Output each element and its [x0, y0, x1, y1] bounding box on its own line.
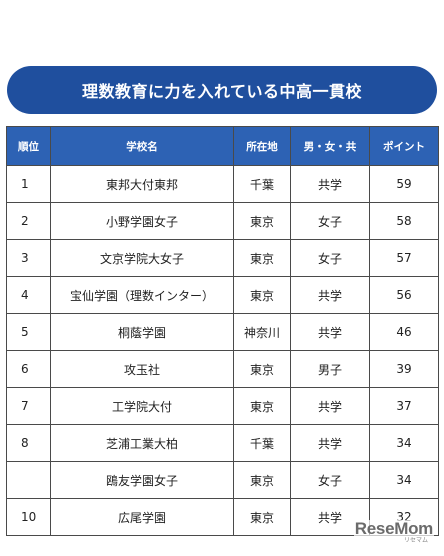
header-points: ポイント: [369, 126, 439, 166]
resemom-logo-subtitle: リセマム: [403, 537, 428, 544]
points-cell: 46: [369, 313, 439, 351]
rank-cell: [6, 461, 51, 499]
rank-cell: 4: [6, 276, 51, 314]
header-rank: 順位: [6, 126, 51, 166]
gender-cell: 共学: [290, 276, 370, 314]
rank-cell: 2: [6, 202, 51, 240]
table-header-row: 順位 学校名 所在地 男・女・共 ポイント: [6, 126, 439, 166]
location-cell: 東京: [233, 239, 291, 277]
location-cell: 東京: [233, 461, 291, 499]
school-cell: 小野学園女子: [50, 202, 234, 240]
school-cell: 文京学院大女子: [50, 239, 234, 277]
location-cell: 東京: [233, 202, 291, 240]
school-cell: 芝浦工業大柏: [50, 424, 234, 462]
location-cell: 東京: [233, 276, 291, 314]
points-cell: 34: [369, 461, 439, 499]
location-cell: 東京: [233, 350, 291, 388]
school-cell: 東邦大付東邦: [50, 165, 234, 203]
location-cell: 千葉: [233, 424, 291, 462]
location-cell: 東京: [233, 387, 291, 425]
points-cell: 56: [369, 276, 439, 314]
location-cell: 千葉: [233, 165, 291, 203]
school-cell: 広尾学園: [50, 498, 234, 536]
page-title: 理数教育に力を入れている中高一貫校: [7, 66, 437, 114]
gender-cell: 共学: [290, 498, 370, 536]
rank-cell: 10: [6, 498, 51, 536]
table-row: 1 東邦大付東邦 千葉 共学 59: [6, 165, 439, 203]
gender-cell: 共学: [290, 313, 370, 351]
rank-cell: 1: [6, 165, 51, 203]
gender-cell: 共学: [290, 165, 370, 203]
school-cell: 工学院大付: [50, 387, 234, 425]
points-cell: 39: [369, 350, 439, 388]
header-school: 学校名: [50, 126, 234, 166]
gender-cell: 共学: [290, 424, 370, 462]
gender-cell: 女子: [290, 202, 370, 240]
gender-cell: 女子: [290, 461, 370, 499]
header-gender: 男・女・共: [290, 126, 370, 166]
gender-cell: 女子: [290, 239, 370, 277]
rank-cell: 6: [6, 350, 51, 388]
resemom-logo: ReseMom: [353, 519, 434, 538]
resemom-watermark: ReseMom リセマム: [353, 519, 434, 544]
table-row: 5 桐蔭学園 神奈川 共学 46: [6, 313, 439, 351]
points-cell: 34: [369, 424, 439, 462]
points-cell: 57: [369, 239, 439, 277]
table-row: 6 攻玉社 東京 男子 39: [6, 350, 439, 388]
table-row: 7 工学院大付 東京 共学 37: [6, 387, 439, 425]
school-cell: 桐蔭学園: [50, 313, 234, 351]
rank-cell: 7: [6, 387, 51, 425]
gender-cell: 男子: [290, 350, 370, 388]
table-row: 鴎友学園女子 東京 女子 34: [6, 461, 439, 499]
school-cell: 攻玉社: [50, 350, 234, 388]
points-cell: 58: [369, 202, 439, 240]
points-cell: 37: [369, 387, 439, 425]
ranking-table: 順位 学校名 所在地 男・女・共 ポイント 1 東邦大付東邦 千葉 共学 59 …: [6, 126, 439, 536]
rank-cell: 5: [6, 313, 51, 351]
points-cell: 59: [369, 165, 439, 203]
gender-cell: 共学: [290, 387, 370, 425]
table-row: 8 芝浦工業大柏 千葉 共学 34: [6, 424, 439, 462]
table-row: 3 文京学院大女子 東京 女子 57: [6, 239, 439, 277]
location-cell: 東京: [233, 498, 291, 536]
school-cell: 宝仙学園（理数インター）: [50, 276, 234, 314]
table-row: 2 小野学園女子 東京 女子 58: [6, 202, 439, 240]
school-cell: 鴎友学園女子: [50, 461, 234, 499]
rank-cell: 3: [6, 239, 51, 277]
rank-cell: 8: [6, 424, 51, 462]
location-cell: 神奈川: [233, 313, 291, 351]
table-row: 4 宝仙学園（理数インター） 東京 共学 56: [6, 276, 439, 314]
header-location: 所在地: [233, 126, 291, 166]
